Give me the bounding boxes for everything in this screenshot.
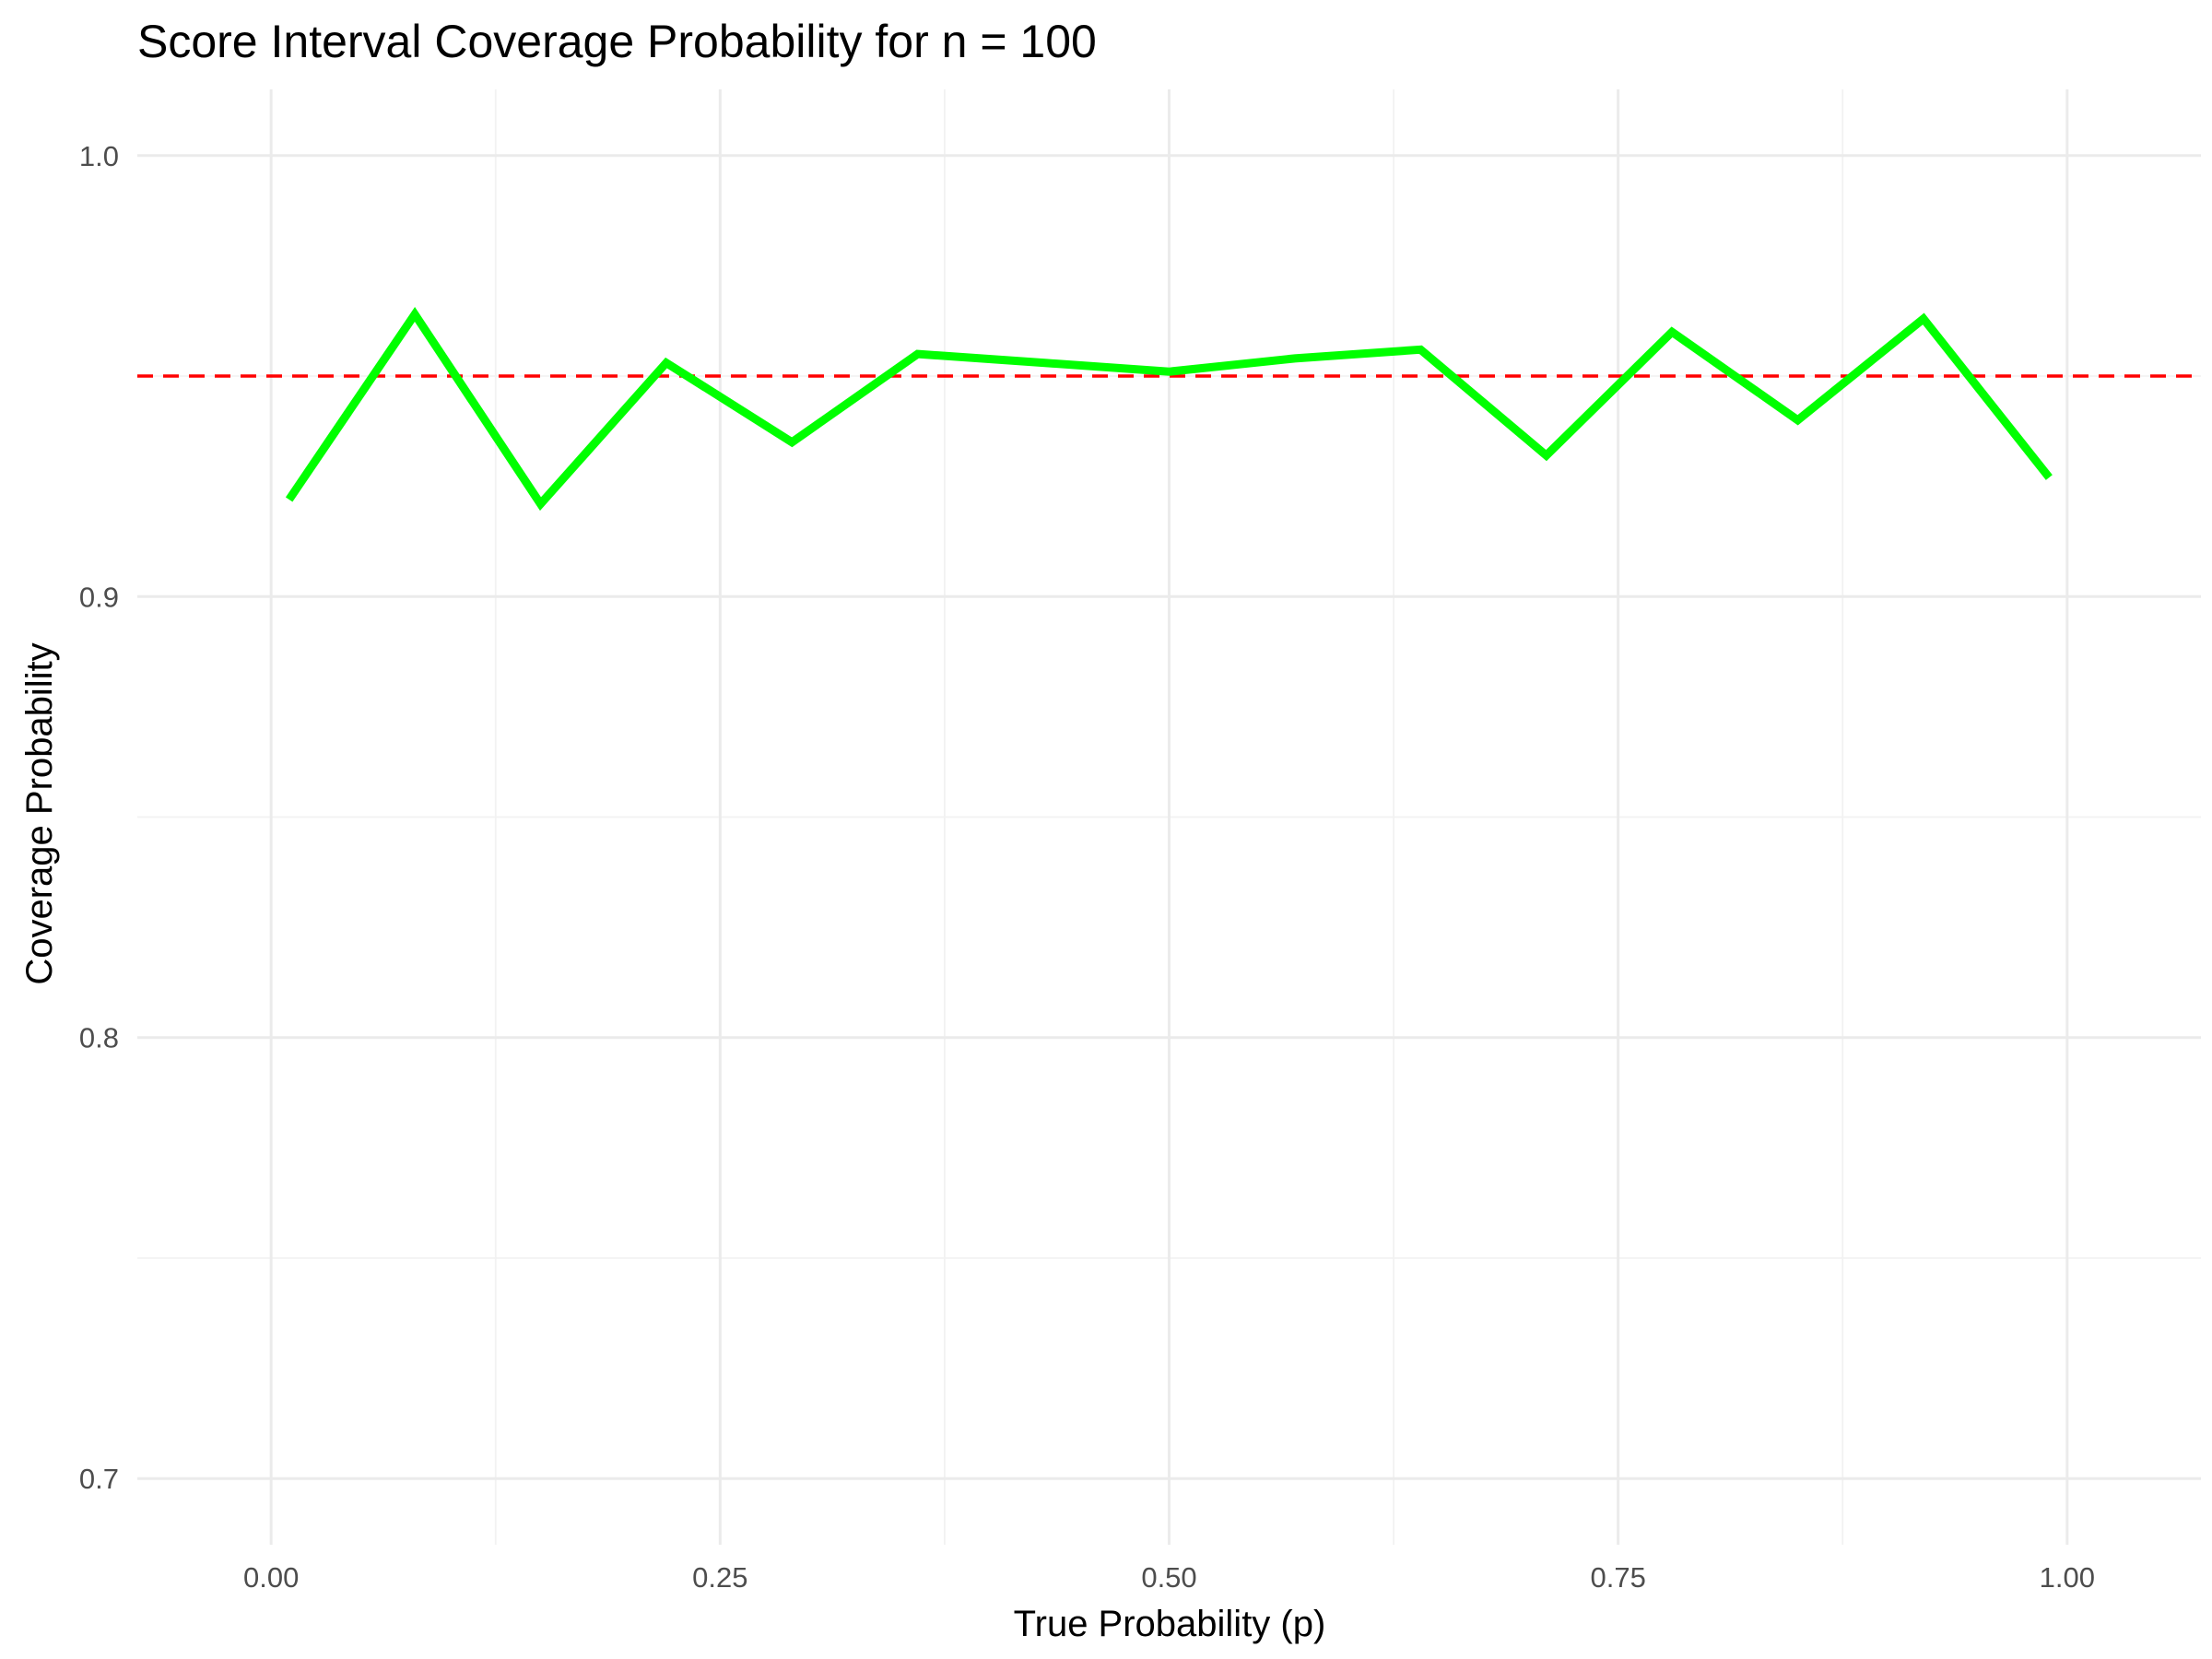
- x-tick-label: 0.00: [243, 1561, 299, 1594]
- series-group: [285, 306, 2053, 512]
- x-tick-label: 1.00: [2040, 1561, 2095, 1594]
- x-tick-label: 0.25: [692, 1561, 747, 1594]
- y-tick-label: 0.9: [79, 581, 119, 613]
- y-tick-labels: 0.7 0.8 0.9 1.0: [79, 140, 119, 1495]
- x-axis-title: True Probability (p): [1014, 1604, 1326, 1644]
- x-tick-label: 0.75: [1590, 1561, 1645, 1594]
- y-axis-title: Coverage Probability: [19, 642, 60, 984]
- y-tick-label: 0.8: [79, 1022, 119, 1054]
- y-tick-label: 0.7: [79, 1463, 119, 1495]
- x-tick-labels: 0.00 0.25 0.50 0.75 1.00: [243, 1561, 2095, 1594]
- x-tick-label: 0.50: [1141, 1561, 1196, 1594]
- major-gridlines: [137, 89, 2201, 1545]
- chart-title: Score Interval Coverage Probability for …: [137, 16, 1097, 67]
- y-tick-label: 1.0: [79, 140, 119, 172]
